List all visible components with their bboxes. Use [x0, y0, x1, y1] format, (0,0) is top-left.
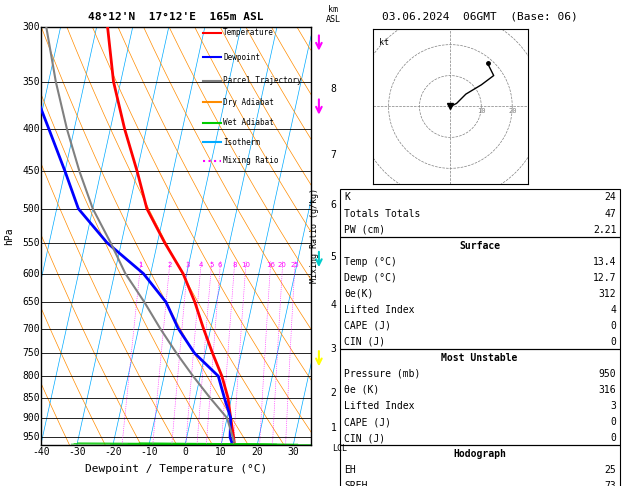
Text: 500: 500 [22, 204, 40, 214]
Text: Hodograph: Hodograph [453, 449, 506, 459]
Text: Most Unstable: Most Unstable [442, 353, 518, 363]
Text: 0: 0 [182, 447, 188, 457]
Text: 03.06.2024  06GMT  (Base: 06): 03.06.2024 06GMT (Base: 06) [382, 12, 577, 22]
Text: Mixing Ratio: Mixing Ratio [223, 156, 279, 165]
Text: 16: 16 [266, 261, 275, 268]
Text: hPa: hPa [4, 227, 14, 244]
Text: 10: 10 [215, 447, 227, 457]
Text: 3: 3 [611, 401, 616, 411]
Text: 550: 550 [22, 238, 40, 247]
Text: 7: 7 [330, 150, 337, 160]
Text: 10: 10 [477, 108, 486, 114]
Text: 400: 400 [22, 124, 40, 134]
Text: 47: 47 [604, 208, 616, 219]
Text: km
ASL: km ASL [326, 5, 341, 24]
Text: 13.4: 13.4 [593, 257, 616, 267]
Text: 5: 5 [209, 261, 213, 268]
Text: 312: 312 [599, 289, 616, 299]
Text: Wet Adiabat: Wet Adiabat [223, 119, 274, 127]
Text: 12.7: 12.7 [593, 273, 616, 283]
Text: 4: 4 [330, 300, 337, 310]
Text: θe(K): θe(K) [344, 289, 374, 299]
Text: 4: 4 [611, 305, 616, 315]
Text: 1: 1 [330, 423, 337, 433]
Text: 8: 8 [232, 261, 237, 268]
Text: 5: 5 [330, 252, 337, 261]
Text: 0: 0 [611, 337, 616, 347]
Text: 750: 750 [22, 348, 40, 358]
Text: 2: 2 [167, 261, 172, 268]
Text: 0: 0 [611, 321, 616, 331]
Text: CAPE (J): CAPE (J) [344, 417, 391, 427]
Text: -10: -10 [140, 447, 158, 457]
Text: 2.21: 2.21 [593, 225, 616, 235]
Text: Dry Adiabat: Dry Adiabat [223, 98, 274, 107]
Text: 25: 25 [604, 465, 616, 475]
Text: kt: kt [379, 38, 389, 48]
Text: -40: -40 [32, 447, 50, 457]
Text: SREH: SREH [344, 481, 367, 486]
Text: 8: 8 [330, 84, 337, 94]
Text: 900: 900 [22, 413, 40, 423]
Text: 20: 20 [278, 261, 287, 268]
Text: 20: 20 [508, 108, 516, 114]
Text: 24: 24 [604, 192, 616, 203]
Text: 4: 4 [199, 261, 203, 268]
Text: Dewpoint / Temperature (°C): Dewpoint / Temperature (°C) [85, 464, 267, 474]
Text: 0: 0 [611, 417, 616, 427]
Text: 850: 850 [22, 393, 40, 403]
Text: 2: 2 [330, 388, 337, 399]
Text: Parcel Trajectory: Parcel Trajectory [223, 76, 302, 85]
Text: 600: 600 [22, 269, 40, 278]
Text: 1: 1 [138, 261, 143, 268]
Text: 20: 20 [252, 447, 263, 457]
Text: 450: 450 [22, 166, 40, 176]
Text: 25: 25 [291, 261, 299, 268]
Text: 73: 73 [604, 481, 616, 486]
Text: -30: -30 [68, 447, 86, 457]
Text: 3: 3 [185, 261, 190, 268]
Text: 950: 950 [599, 369, 616, 379]
Text: CIN (J): CIN (J) [344, 337, 385, 347]
Text: 10: 10 [241, 261, 250, 268]
Text: PW (cm): PW (cm) [344, 225, 385, 235]
Text: Dewpoint: Dewpoint [223, 53, 260, 62]
Text: Lifted Index: Lifted Index [344, 401, 415, 411]
Text: Dewp (°C): Dewp (°C) [344, 273, 397, 283]
Text: 48°12'N  17°12'E  165m ASL: 48°12'N 17°12'E 165m ASL [88, 12, 264, 22]
Text: Mixing Ratio (g/kg): Mixing Ratio (g/kg) [310, 188, 319, 283]
Text: K: K [344, 192, 350, 203]
Text: 800: 800 [22, 371, 40, 381]
Text: 700: 700 [22, 324, 40, 333]
Text: Totals Totals: Totals Totals [344, 208, 420, 219]
Text: Lifted Index: Lifted Index [344, 305, 415, 315]
Text: 350: 350 [22, 77, 40, 87]
Text: 650: 650 [22, 297, 40, 307]
Text: CAPE (J): CAPE (J) [344, 321, 391, 331]
Text: Temperature: Temperature [223, 28, 274, 37]
Text: Temp (°C): Temp (°C) [344, 257, 397, 267]
Text: CIN (J): CIN (J) [344, 433, 385, 443]
Text: 30: 30 [287, 447, 299, 457]
Text: 950: 950 [22, 432, 40, 442]
Text: Surface: Surface [459, 241, 500, 251]
Text: 6: 6 [218, 261, 222, 268]
Text: 0: 0 [611, 433, 616, 443]
Text: EH: EH [344, 465, 356, 475]
Text: 3: 3 [330, 344, 337, 354]
Text: LCL: LCL [332, 444, 347, 453]
Text: Isotherm: Isotherm [223, 138, 260, 147]
Text: Pressure (mb): Pressure (mb) [344, 369, 420, 379]
Text: θe (K): θe (K) [344, 385, 379, 395]
Text: 316: 316 [599, 385, 616, 395]
Text: -20: -20 [104, 447, 122, 457]
Text: 6: 6 [330, 200, 337, 210]
Text: 300: 300 [22, 22, 40, 32]
